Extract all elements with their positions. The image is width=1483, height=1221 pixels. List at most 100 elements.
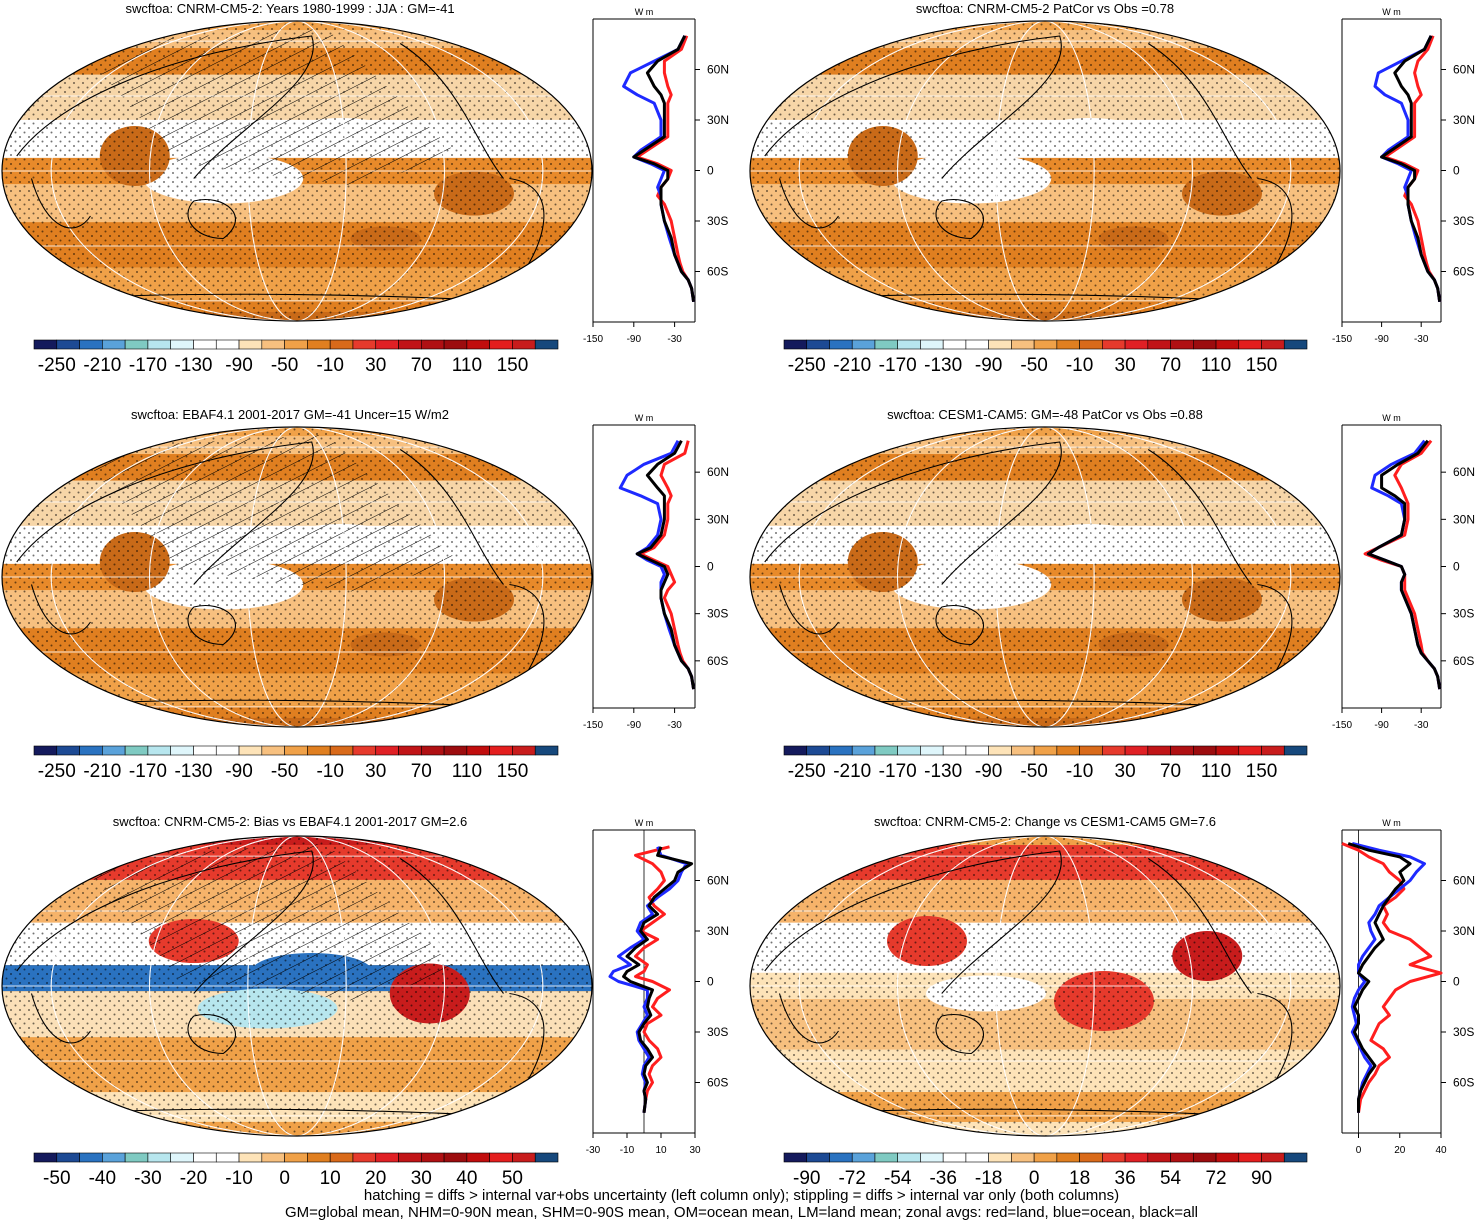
footer-legend-note: GM=global mean, NHM=0-90N mean, SHM=0-90… xyxy=(284,1204,1198,1221)
lat-tick-label: 30S xyxy=(707,214,728,228)
panel-5: swcftoa: CNRM-CM5-2: Bias vs EBAF4.1 200… xyxy=(1,814,729,1189)
colorbar-tick-label: -90 xyxy=(975,761,1002,782)
colorbar-swatch xyxy=(783,339,808,350)
value-tick-label: -150 xyxy=(1332,720,1352,731)
lat-tick-label: 60N xyxy=(707,874,729,888)
lat-tick-label: 30N xyxy=(707,924,729,938)
colorbar-tick-label: -90 xyxy=(225,355,252,376)
colorbar-swatch xyxy=(1261,339,1285,350)
colorbar-swatch xyxy=(1261,1152,1285,1163)
colorbar-tick-label: -90 xyxy=(225,761,252,782)
coastline xyxy=(935,1014,984,1055)
colorbar-swatch xyxy=(238,339,263,350)
lat-tick-label: 60S xyxy=(1453,1076,1474,1090)
colorbar-swatch xyxy=(261,339,285,350)
colorbar-swatch xyxy=(1283,339,1308,350)
value-tick-label: -90 xyxy=(1374,720,1389,731)
coastline xyxy=(30,178,91,229)
colorbar-swatch xyxy=(124,745,149,756)
colorbar-swatch xyxy=(421,745,445,756)
lat-tick-label: 60N xyxy=(707,465,729,479)
colorbar-swatch xyxy=(56,745,80,756)
colorbar-swatch xyxy=(942,1152,967,1163)
map-outline xyxy=(749,20,1341,322)
colorbar-swatch xyxy=(1193,745,1217,756)
colorbar: -250 -210 -170 -130 -90 -50 -10 30 70 110 150 xyxy=(783,745,1308,782)
colorbar-swatch xyxy=(466,745,490,756)
colorbar-tick-label: -54 xyxy=(884,1168,912,1189)
colorbar-swatch xyxy=(443,339,468,350)
colorbar-swatch xyxy=(124,339,149,350)
colorbar-swatch xyxy=(829,1152,853,1163)
lat-tick-label: 30S xyxy=(1453,214,1474,228)
lat-tick-label: 30S xyxy=(1453,1025,1474,1039)
colorbar-swatch xyxy=(170,1152,194,1163)
colorbar-tick-label: -170 xyxy=(129,761,167,782)
colorbar-swatch xyxy=(1193,339,1217,350)
colorbar-swatch xyxy=(851,339,876,350)
colorbar-swatch xyxy=(512,1152,536,1163)
coastline xyxy=(935,199,984,240)
colorbar-tick-label: -50 xyxy=(43,1168,70,1189)
colorbar-tick-label: -50 xyxy=(271,761,298,782)
colorbar-swatch xyxy=(988,745,1012,756)
colorbar-swatch xyxy=(238,745,263,756)
colorbar-tick-label: -130 xyxy=(924,761,962,782)
colorbar-swatch xyxy=(124,1152,149,1163)
lat-tick-label: 30N xyxy=(1453,512,1475,526)
colorbar-tick-label: 110 xyxy=(452,355,482,376)
map-field xyxy=(2,21,592,321)
colorbar-tick-label: -130 xyxy=(174,355,212,376)
zonal-panel: W m 60N 30N 0 30S 60S -150 -90 -30 xyxy=(1332,7,1475,345)
value-tick-label: -30 xyxy=(1414,334,1429,345)
colorbar-swatch xyxy=(170,745,194,756)
colorbar-swatch xyxy=(1056,1152,1080,1163)
colorbar: -90 -72 -54 -36 -18 0 18 36 54 72 90 xyxy=(783,1152,1308,1189)
zonal-panel: W m 60N 30N 0 30S 60S -150 -90 -30 xyxy=(583,413,729,731)
colorbar-tick-label: 70 xyxy=(411,761,432,782)
colorbar-tick-label: 40 xyxy=(456,1168,477,1189)
colorbar-swatch xyxy=(56,1152,80,1163)
colorbar-swatch xyxy=(512,745,536,756)
value-tick-label: -150 xyxy=(1332,334,1352,345)
coastline xyxy=(187,199,236,240)
map-outline xyxy=(1,835,593,1137)
map-field xyxy=(750,836,1340,1136)
panel-title: swcftoa: CNRM-CM5-2: Change vs CESM1-CAM… xyxy=(874,814,1216,829)
coastline xyxy=(778,584,839,635)
colorbar-swatch xyxy=(1170,339,1194,350)
colorbar-swatch xyxy=(1102,339,1126,350)
colorbar-swatch xyxy=(193,745,217,756)
colorbar-swatch xyxy=(102,339,126,350)
colorbar-tick-label: -20 xyxy=(180,1168,207,1189)
zonal-land-line xyxy=(634,845,671,1113)
colorbar-swatch xyxy=(489,745,513,756)
zonal-ocean-line xyxy=(618,439,696,690)
colorbar-swatch xyxy=(329,745,354,756)
coastline xyxy=(764,441,1062,585)
colorbar-swatch xyxy=(215,339,240,350)
zonal-panel: W m 60N 30N 0 30S 60S -150 -90 -30 xyxy=(583,7,729,345)
colorbar-swatch xyxy=(443,1152,468,1163)
colorbar-swatch xyxy=(1102,745,1126,756)
colorbar-swatch xyxy=(806,339,830,350)
zonal-all-line xyxy=(1347,842,1412,1113)
panel-title: swcftoa: CNRM-CM5-2: Years 1980-1999 : J… xyxy=(125,1,454,16)
colorbar-tick-label: 110 xyxy=(1201,355,1231,376)
colorbar-swatch xyxy=(398,339,422,350)
colorbar-tick-label: 20 xyxy=(365,1168,386,1189)
colorbar-swatch xyxy=(1079,1152,1103,1163)
value-tick-label: -90 xyxy=(627,720,642,731)
colorbar-swatch xyxy=(56,339,80,350)
map-outline xyxy=(749,835,1341,1137)
coastline xyxy=(399,43,504,179)
colorbar-swatch xyxy=(329,1152,354,1163)
colorbar-tick-label: 30 xyxy=(1115,761,1136,782)
colorbar-tick-label: -10 xyxy=(316,761,343,782)
coastline xyxy=(935,605,984,646)
colorbar-tick-label: -210 xyxy=(833,355,871,376)
colorbar-swatch xyxy=(829,339,853,350)
colorbar-tick-label: -210 xyxy=(83,761,121,782)
map-outline xyxy=(749,426,1341,728)
colorbar-tick-label: 70 xyxy=(1160,761,1181,782)
